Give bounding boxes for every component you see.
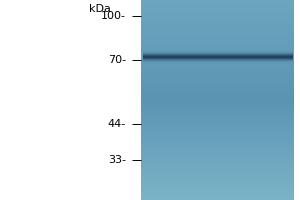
Text: 33-: 33- bbox=[108, 155, 126, 165]
Text: 70-: 70- bbox=[108, 55, 126, 65]
Text: 44-: 44- bbox=[108, 119, 126, 129]
Text: kDa: kDa bbox=[89, 4, 111, 14]
Text: 100-: 100- bbox=[101, 11, 126, 21]
